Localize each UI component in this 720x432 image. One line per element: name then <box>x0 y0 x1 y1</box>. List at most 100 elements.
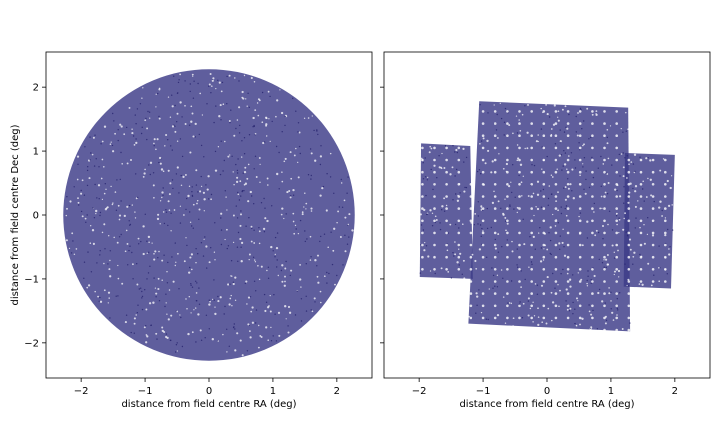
tile-gap-mark <box>627 207 631 210</box>
scatter-point <box>229 283 231 285</box>
scatter-point <box>519 163 523 166</box>
scatter-point <box>464 186 466 189</box>
tile-gap-mark <box>457 170 461 174</box>
scatter-point <box>594 234 597 237</box>
scatter-point <box>121 282 124 285</box>
scatter-point <box>554 143 557 145</box>
scatter-point <box>240 210 242 212</box>
scatter-point <box>550 291 553 294</box>
scatter-point <box>337 210 340 213</box>
tile-gap-mark <box>506 110 509 113</box>
tile-gap-mark <box>627 255 631 259</box>
scatter-point <box>190 312 192 314</box>
tile-gap-mark <box>542 158 546 162</box>
scatter-point <box>491 160 494 163</box>
scatter-point <box>476 295 479 298</box>
scatter-point <box>204 236 206 238</box>
tile-gap-mark <box>591 316 594 320</box>
scatter-point <box>579 107 582 110</box>
scatter-point <box>89 159 91 161</box>
scatter-point <box>564 105 567 108</box>
scatter-point <box>199 329 202 332</box>
right-scatter-points <box>419 101 675 332</box>
scatter-point <box>542 259 545 261</box>
scatter-point <box>574 167 577 169</box>
scatter-point <box>616 307 618 310</box>
tile-gap-mark <box>578 304 582 308</box>
scatter-point <box>452 145 454 147</box>
scatter-point <box>265 301 268 303</box>
scatter-point <box>131 128 133 130</box>
scatter-point <box>430 147 433 150</box>
scatter-point <box>536 207 540 211</box>
scatter-point <box>158 250 160 253</box>
scatter-point <box>479 224 482 226</box>
scatter-point <box>551 176 554 178</box>
scatter-point <box>175 173 178 175</box>
scatter-point <box>222 170 224 172</box>
scatter-point <box>204 337 206 339</box>
scatter-point <box>649 159 652 162</box>
scatter-point <box>576 134 579 137</box>
scatter-point <box>616 212 618 215</box>
tile-gap-mark <box>603 110 606 113</box>
scatter-point <box>171 179 174 181</box>
scatter-point <box>488 288 490 290</box>
scatter-point <box>618 153 620 156</box>
scatter-point <box>234 77 236 79</box>
scatter-point <box>200 185 203 188</box>
scatter-point <box>257 114 260 117</box>
scatter-point <box>579 174 581 177</box>
x-tick-label: 1 <box>608 386 614 397</box>
scatter-point <box>198 133 200 136</box>
scatter-point <box>567 187 570 190</box>
tile-gap-mark <box>578 219 582 223</box>
scatter-point <box>274 256 276 258</box>
tile-gap-mark <box>615 146 618 150</box>
scatter-point <box>592 176 595 179</box>
scatter-point <box>661 209 663 212</box>
tile-gap-mark <box>530 280 533 283</box>
scatter-point <box>583 157 586 159</box>
scatter-point <box>326 282 328 284</box>
scatter-point <box>564 207 566 210</box>
scatter-point <box>207 175 210 178</box>
scatter-point <box>166 270 168 273</box>
scatter-point <box>651 234 655 237</box>
tile-gap-mark <box>627 328 631 332</box>
scatter-point <box>110 141 112 143</box>
scatter-point <box>658 266 660 269</box>
scatter-point <box>424 157 426 159</box>
scatter-point <box>278 334 281 337</box>
x-tick-label: 2 <box>672 386 678 397</box>
scatter-point <box>623 202 625 204</box>
tile-gap-mark <box>542 207 546 210</box>
scatter-point <box>588 138 590 140</box>
scatter-point <box>275 145 278 148</box>
scatter-point <box>240 241 244 245</box>
scatter-point <box>620 153 623 155</box>
scatter-point <box>586 107 589 110</box>
scatter-point <box>174 104 176 107</box>
scatter-point <box>632 263 634 265</box>
scatter-point <box>565 300 567 302</box>
scatter-point <box>113 236 115 239</box>
tile-gap-mark <box>469 219 473 223</box>
scatter-point <box>305 295 307 297</box>
scatter-point <box>148 241 150 244</box>
tile-gap-mark <box>506 195 509 198</box>
scatter-point <box>550 133 553 136</box>
scatter-point <box>255 322 257 324</box>
scatter-point <box>463 277 466 280</box>
scatter-point <box>168 289 171 291</box>
scatter-point <box>552 213 554 216</box>
scatter-point <box>131 251 133 254</box>
tile-gap-mark <box>627 219 631 223</box>
scatter-point <box>281 264 284 267</box>
scatter-point <box>309 259 312 261</box>
scatter-point <box>455 193 457 195</box>
scatter-point <box>641 283 644 286</box>
tile-gap-mark <box>615 255 618 259</box>
tile-gap-mark <box>469 195 473 198</box>
